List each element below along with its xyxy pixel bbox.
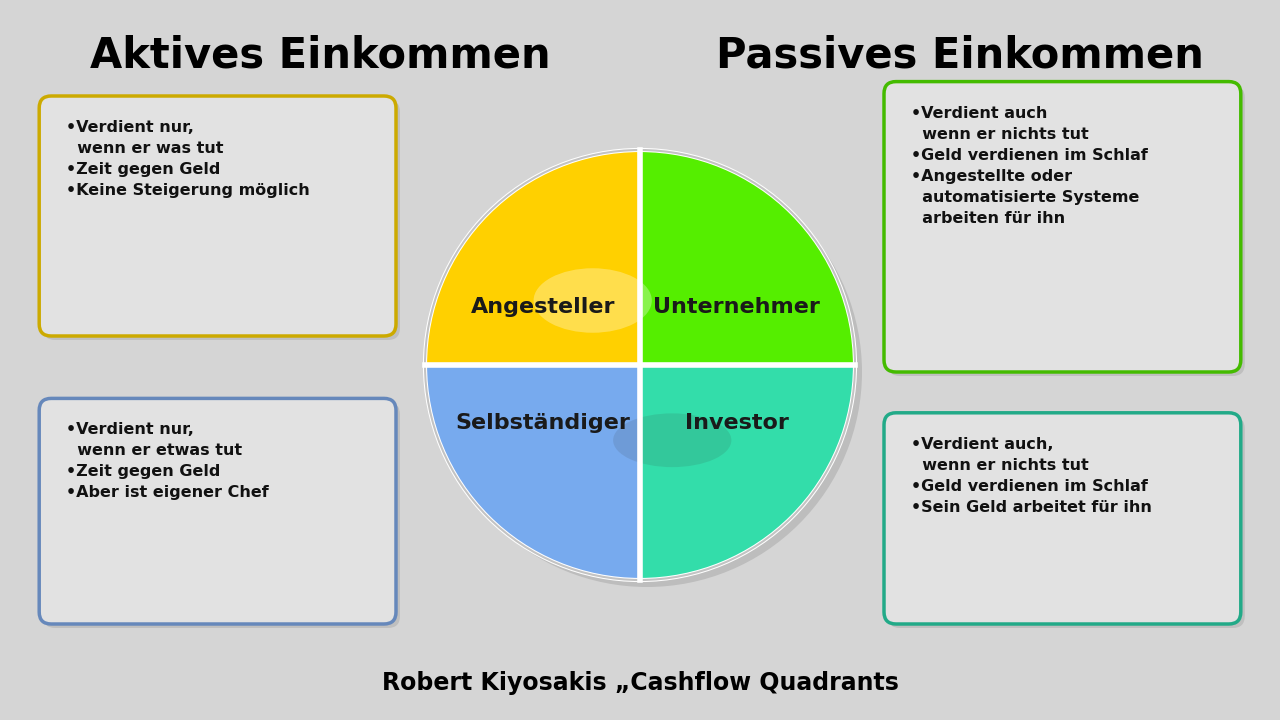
Ellipse shape bbox=[613, 413, 731, 467]
Text: Unternehmer: Unternehmer bbox=[653, 297, 820, 317]
Ellipse shape bbox=[534, 269, 652, 333]
Text: Investor: Investor bbox=[685, 413, 788, 433]
Wedge shape bbox=[640, 150, 855, 365]
Text: •Verdient nur,
  wenn er was tut
•Zeit gegen Geld
•Keine Steigerung möglich: •Verdient nur, wenn er was tut •Zeit geg… bbox=[67, 120, 310, 198]
Text: •Verdient nur,
  wenn er etwas tut
•Zeit gegen Geld
•Aber ist eigener Chef: •Verdient nur, wenn er etwas tut •Zeit g… bbox=[67, 423, 269, 500]
Text: Robert Kiyosakis „Cashflow Quadrants: Robert Kiyosakis „Cashflow Quadrants bbox=[381, 671, 899, 695]
Wedge shape bbox=[425, 365, 640, 580]
FancyBboxPatch shape bbox=[888, 417, 1244, 628]
Text: Passives Einkommen: Passives Einkommen bbox=[716, 35, 1204, 77]
Text: Aktives Einkommen: Aktives Einkommen bbox=[90, 35, 550, 77]
FancyBboxPatch shape bbox=[884, 81, 1240, 372]
Wedge shape bbox=[425, 150, 640, 365]
Text: •Verdient auch
  wenn er nichts tut
•Geld verdienen im Schlaf
•Angestellte oder
: •Verdient auch wenn er nichts tut •Geld … bbox=[911, 106, 1148, 225]
Wedge shape bbox=[640, 365, 855, 580]
FancyBboxPatch shape bbox=[884, 413, 1240, 624]
Circle shape bbox=[433, 157, 861, 587]
Text: •Verdient auch,
  wenn er nichts tut
•Geld verdienen im Schlaf
•Sein Geld arbeit: •Verdient auch, wenn er nichts tut •Geld… bbox=[911, 437, 1152, 515]
FancyBboxPatch shape bbox=[40, 96, 396, 336]
FancyBboxPatch shape bbox=[44, 402, 401, 628]
Text: Selbständiger: Selbständiger bbox=[456, 413, 631, 433]
FancyBboxPatch shape bbox=[44, 100, 401, 340]
Text: Angesteller: Angesteller bbox=[471, 297, 616, 317]
FancyBboxPatch shape bbox=[40, 398, 396, 624]
FancyBboxPatch shape bbox=[888, 86, 1244, 376]
